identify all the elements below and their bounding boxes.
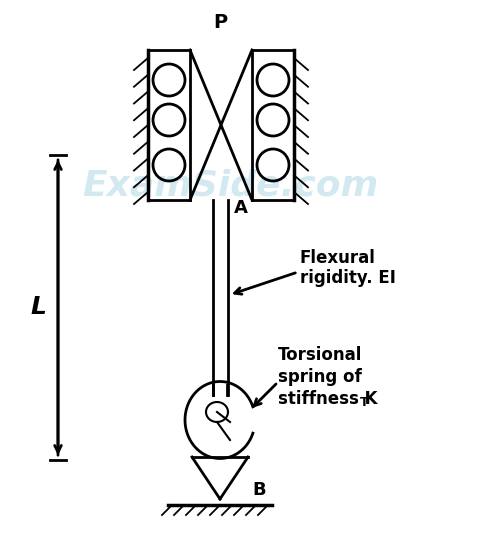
Text: spring of: spring of (278, 368, 362, 386)
Text: P: P (213, 12, 227, 32)
Text: Torsional: Torsional (278, 346, 362, 364)
Text: L: L (30, 295, 46, 320)
Text: ExamSide.com: ExamSide.com (82, 168, 378, 202)
Text: A: A (234, 199, 248, 217)
Text: stiffness K: stiffness K (278, 390, 378, 408)
Text: Flexural
rigidity. EI: Flexural rigidity. EI (300, 249, 396, 287)
Text: T: T (360, 396, 369, 410)
Text: B: B (252, 481, 266, 499)
